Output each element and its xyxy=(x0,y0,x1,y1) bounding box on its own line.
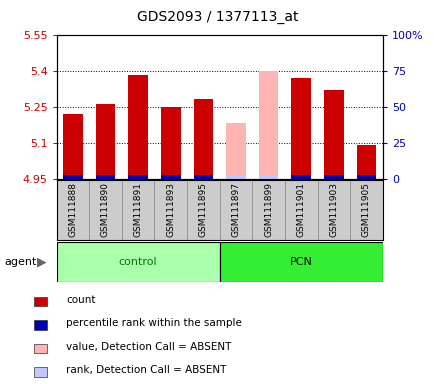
Text: GSM111893: GSM111893 xyxy=(166,182,175,237)
Bar xyxy=(63,114,82,179)
Text: GSM111888: GSM111888 xyxy=(68,182,77,237)
Bar xyxy=(226,123,245,179)
Bar xyxy=(161,107,180,179)
Bar xyxy=(154,180,187,240)
Bar xyxy=(56,242,219,282)
Bar xyxy=(63,175,82,179)
Bar xyxy=(34,367,46,377)
Bar xyxy=(34,344,46,353)
Bar xyxy=(317,180,349,240)
Bar xyxy=(128,175,148,179)
Bar xyxy=(226,175,245,179)
Text: GSM111905: GSM111905 xyxy=(361,182,370,237)
Bar xyxy=(252,180,284,240)
Bar xyxy=(258,71,278,179)
Text: rank, Detection Call = ABSENT: rank, Detection Call = ABSENT xyxy=(66,365,226,375)
Bar xyxy=(258,175,278,179)
Bar xyxy=(187,180,219,240)
Text: GSM111899: GSM111899 xyxy=(263,182,273,237)
Text: count: count xyxy=(66,295,95,305)
Text: GDS2093 / 1377113_at: GDS2093 / 1377113_at xyxy=(136,10,298,23)
Bar xyxy=(89,180,122,240)
Text: percentile rank within the sample: percentile rank within the sample xyxy=(66,318,241,328)
Text: GSM111901: GSM111901 xyxy=(296,182,305,237)
Bar xyxy=(56,180,89,240)
Bar xyxy=(128,75,148,179)
Text: ▶: ▶ xyxy=(37,256,46,268)
Bar xyxy=(95,104,115,179)
Bar xyxy=(356,175,375,179)
Bar xyxy=(161,175,180,179)
Bar xyxy=(219,242,382,282)
Text: GSM111890: GSM111890 xyxy=(101,182,110,237)
Bar xyxy=(34,320,46,329)
Text: PCN: PCN xyxy=(289,257,312,267)
Bar xyxy=(193,175,213,179)
Bar xyxy=(219,180,252,240)
Bar xyxy=(193,99,213,179)
Bar xyxy=(291,175,310,179)
Bar xyxy=(349,180,382,240)
Bar xyxy=(34,297,46,306)
Bar xyxy=(356,145,375,179)
Text: agent: agent xyxy=(4,257,36,267)
Bar xyxy=(95,175,115,179)
Bar xyxy=(323,175,343,179)
Bar xyxy=(122,180,154,240)
Text: control: control xyxy=(118,257,157,267)
Text: GSM111903: GSM111903 xyxy=(329,182,338,237)
Bar xyxy=(291,78,310,179)
Bar xyxy=(323,90,343,179)
Text: value, Detection Call = ABSENT: value, Detection Call = ABSENT xyxy=(66,342,231,352)
Bar xyxy=(284,180,317,240)
Text: GSM111891: GSM111891 xyxy=(133,182,142,237)
Text: GSM111895: GSM111895 xyxy=(198,182,207,237)
Text: GSM111897: GSM111897 xyxy=(231,182,240,237)
